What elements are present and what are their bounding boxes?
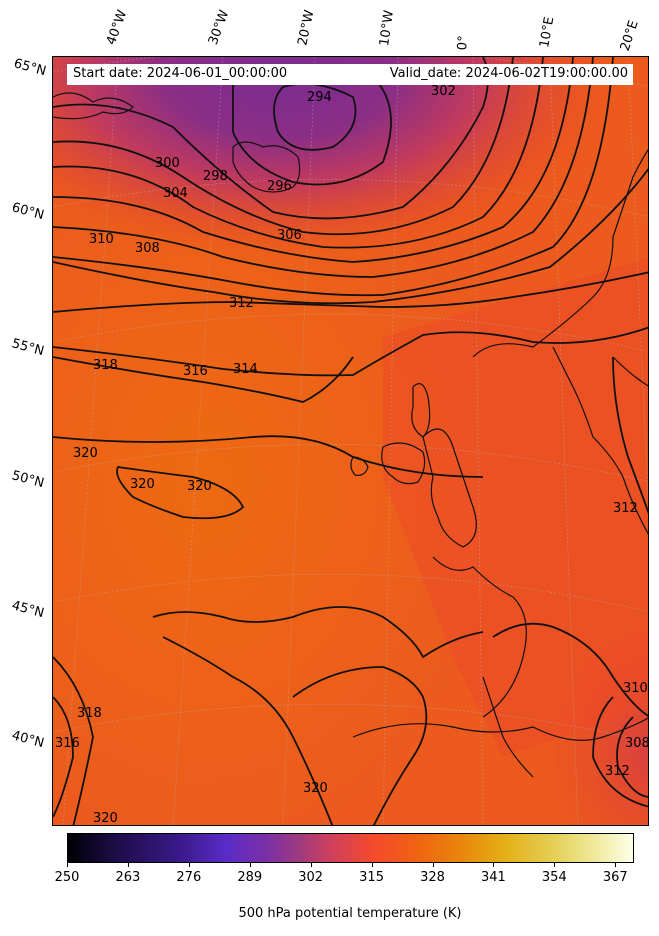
lon-label-10e: 10°E	[537, 15, 558, 49]
map-panel: 294 302 300 298 296 304 306 310 308 312 …	[52, 56, 649, 826]
contour-lines	[53, 57, 648, 825]
valid-date-label: Valid_date: 2024-06-02T19:00:00.00	[389, 66, 628, 81]
contour-label: 300	[155, 156, 180, 171]
colorbar	[67, 833, 634, 863]
contour-label: 310	[623, 681, 648, 696]
colorbar-tick-label: 328	[420, 870, 445, 885]
contour-label: 320	[130, 477, 155, 492]
colorbar-tick-label: 341	[480, 870, 506, 885]
contour-label: 320	[93, 811, 118, 826]
contour-label: 320	[303, 781, 328, 796]
contour-label-group: 294 302 300 298 296 304 306 310 308 312 …	[55, 84, 649, 826]
contour-label: 308	[625, 736, 649, 751]
colorbar-tick-label: 302	[298, 870, 324, 885]
lat-label-40n: 40°N	[10, 728, 46, 752]
colorbar-tick-label: 250	[54, 870, 80, 885]
colorbar-tick-label: 289	[237, 870, 263, 885]
contour-label: 296	[267, 179, 292, 194]
lon-label-30w: 30°W	[205, 8, 233, 47]
contour-label: 316	[55, 736, 80, 751]
colorbar-tick	[554, 863, 556, 867]
coastlines	[53, 92, 648, 778]
contour-label: 312	[229, 296, 254, 311]
colorbar-tick-label: 276	[176, 870, 202, 885]
colorbar-title: 500 hPa potential temperature (K)	[238, 906, 462, 921]
lat-label-60n: 60°N	[10, 200, 46, 224]
colorbar-tick-label: 315	[359, 870, 384, 885]
lat-label-45n: 45°N	[10, 598, 46, 622]
lon-label-0: 0°	[455, 34, 472, 51]
contour-label: 304	[163, 186, 188, 201]
lon-label-20w: 20°W	[295, 8, 318, 47]
contour-label: 302	[431, 84, 456, 99]
colorbar-tick	[493, 863, 495, 867]
colorbar-tick	[67, 863, 68, 867]
colorbar-tick	[310, 863, 312, 867]
contour-label: 308	[135, 241, 160, 256]
colorbar-tick-label: 367	[602, 870, 628, 885]
potential-temperature-map: 294 302 300 298 296 304 306 310 308 312 …	[53, 57, 649, 826]
contour-label: 316	[183, 364, 208, 379]
colorbar-tick-label: 354	[541, 870, 567, 885]
lon-label-40w: 40°W	[103, 8, 131, 47]
lon-label-10w: 10°W	[377, 9, 397, 47]
contour-label: 318	[93, 358, 118, 373]
contour-label: 314	[233, 362, 258, 377]
colorbar-tick	[615, 863, 617, 867]
contour-label: 306	[277, 228, 302, 243]
contour-label: 310	[89, 232, 114, 247]
colorbar-tick	[371, 863, 373, 867]
contour-label: 320	[187, 479, 212, 494]
lon-label-20e: 20°E	[617, 18, 642, 53]
lat-label-50n: 50°N	[10, 468, 46, 492]
contour-label: 312	[613, 501, 638, 516]
start-date-label: Start date: 2024-06-01_00:00:00	[73, 66, 288, 81]
contour-label: 318	[77, 706, 102, 721]
colorbar-tick	[249, 863, 251, 867]
contour-label: 312	[605, 764, 630, 779]
colorbar-tick-label: 263	[115, 870, 141, 885]
contour-label: 294	[307, 90, 332, 105]
lat-label-65n: 65°N	[12, 56, 48, 80]
contour-label: 320	[73, 446, 98, 461]
contour-label: 298	[203, 169, 228, 184]
date-header: Start date: 2024-06-01_00:00:00 Valid_da…	[67, 64, 633, 85]
lat-label-55n: 55°N	[10, 336, 46, 360]
colorbar-tick	[432, 863, 434, 867]
colorbar-tick	[188, 863, 190, 867]
colorbar-tick	[127, 863, 129, 867]
